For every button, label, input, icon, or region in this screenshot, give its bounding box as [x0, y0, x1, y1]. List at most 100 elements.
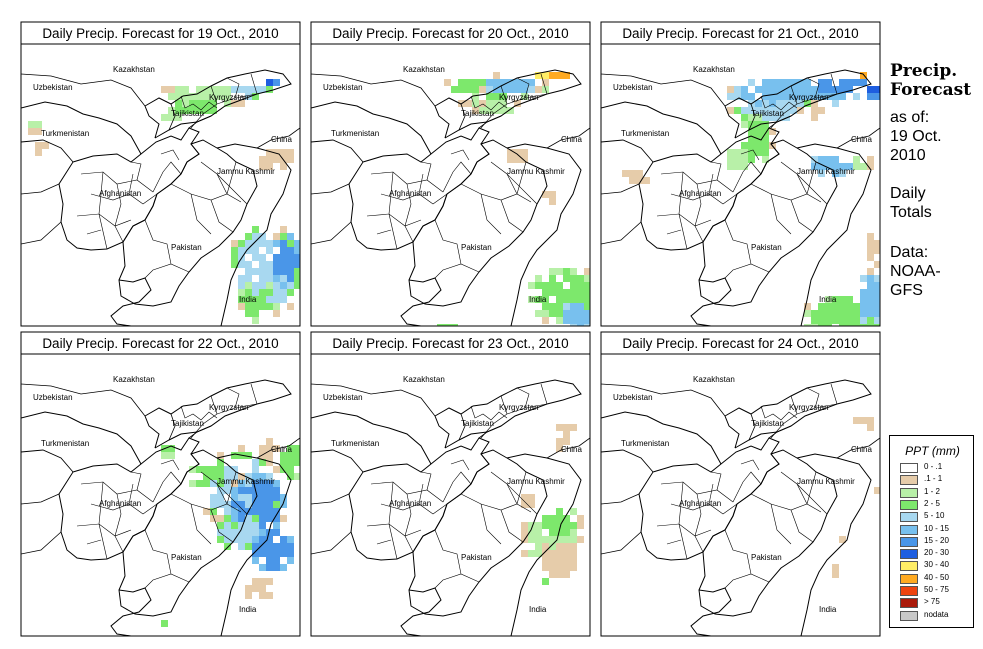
precip-cell — [874, 303, 880, 310]
precip-cell — [741, 142, 748, 149]
precip-cell — [797, 107, 804, 114]
precip-cell — [294, 254, 300, 261]
precip-cell — [238, 522, 245, 529]
precip-cell — [867, 247, 874, 254]
map-area: Kazakhstan Uzbekistan Kyrgyzstan Tajikistan… — [601, 375, 880, 636]
precip-cell — [825, 296, 832, 303]
precip-cell — [528, 86, 535, 93]
precip-cell — [570, 289, 577, 296]
precip-cell — [556, 508, 563, 515]
precip-cell — [542, 317, 549, 324]
precip-cell — [259, 163, 266, 170]
precip-cell — [28, 121, 35, 128]
precip-cell — [853, 163, 860, 170]
precip-cell — [273, 254, 280, 261]
precip-cell — [35, 149, 42, 156]
precip-cell — [549, 522, 556, 529]
precip-cell — [210, 494, 217, 501]
precip-cell — [245, 592, 252, 599]
precip-cell — [273, 282, 280, 289]
precip-cell — [556, 522, 563, 529]
precip-cell — [245, 282, 252, 289]
precip-cell — [175, 107, 182, 114]
precip-cell — [224, 536, 231, 543]
place-label: China — [561, 135, 582, 144]
precip-cell — [245, 310, 252, 317]
precip-cell — [748, 149, 755, 156]
precip-cell — [42, 142, 49, 149]
precip-cell — [280, 543, 287, 550]
precip-cell — [867, 240, 874, 247]
precip-cell — [839, 310, 846, 317]
precip-cell — [245, 275, 252, 282]
precip-cell — [245, 536, 252, 543]
as-of-line2: 19 Oct. — [890, 128, 942, 145]
place-label: Jammu Kashmir — [797, 477, 855, 486]
place-label: Kazakhstan — [403, 375, 445, 384]
precip-cell — [535, 296, 542, 303]
precip-cell — [231, 86, 238, 93]
precip-cell — [465, 79, 472, 86]
precip-cell — [252, 536, 259, 543]
precip-cell — [231, 240, 238, 247]
precip-cell — [189, 107, 196, 114]
precip-cell — [287, 473, 294, 480]
precip-cell — [273, 240, 280, 247]
precip-cell — [266, 289, 273, 296]
precip-cell — [259, 536, 266, 543]
precip-cell — [493, 107, 500, 114]
precip-cell — [535, 522, 542, 529]
precip-cell — [238, 275, 245, 282]
precip-cell — [734, 93, 741, 100]
precip-cell — [867, 93, 874, 100]
precip-cell — [636, 170, 643, 177]
precip-cell — [846, 79, 853, 86]
precip-cell — [245, 522, 252, 529]
place-label: India — [529, 605, 547, 614]
precip-cell — [748, 128, 755, 135]
precip-cell — [755, 114, 762, 121]
precip-cell — [521, 494, 528, 501]
precip-cell — [556, 289, 563, 296]
precip-cell — [549, 564, 556, 571]
precip-cell — [210, 508, 217, 515]
precip-cell — [563, 431, 570, 438]
precip-cell — [549, 289, 556, 296]
precip-cell — [832, 163, 839, 170]
precip-cell — [570, 564, 577, 571]
precip-cell — [287, 536, 294, 543]
precip-cell — [493, 93, 500, 100]
precip-cell — [734, 107, 741, 114]
precip-cell — [245, 261, 252, 268]
precip-cell — [549, 198, 556, 205]
as-of-line1: as of: — [890, 109, 930, 126]
precip-cell — [280, 536, 287, 543]
precip-cell — [273, 508, 280, 515]
precip-cell — [839, 296, 846, 303]
precip-cell — [832, 310, 839, 317]
precip-cell — [591, 317, 598, 324]
precip-cell — [507, 79, 514, 86]
precip-cell — [266, 452, 273, 459]
map-frame — [600, 43, 881, 327]
precip-cell — [542, 191, 549, 198]
precip-cell — [839, 536, 846, 543]
precip-cell — [238, 289, 245, 296]
precip-cell — [542, 550, 549, 557]
precip-cell — [832, 317, 839, 324]
precip-cell — [280, 494, 287, 501]
precip-cell — [542, 564, 549, 571]
place-label: Uzbekistan — [323, 83, 363, 92]
precip-cell — [521, 93, 528, 100]
precip-cell — [252, 310, 259, 317]
legend-label: 20 - 30 — [924, 548, 949, 558]
precip-cell — [577, 317, 584, 324]
precip-cell — [259, 487, 266, 494]
precip-cell — [874, 247, 880, 254]
precip-cell — [287, 233, 294, 240]
place-label: Tajikistan — [461, 109, 494, 118]
precip-cell — [549, 72, 556, 79]
precip-cell — [437, 324, 444, 326]
precip-cell — [577, 536, 584, 543]
place-label: Turkmenistan — [331, 129, 379, 138]
